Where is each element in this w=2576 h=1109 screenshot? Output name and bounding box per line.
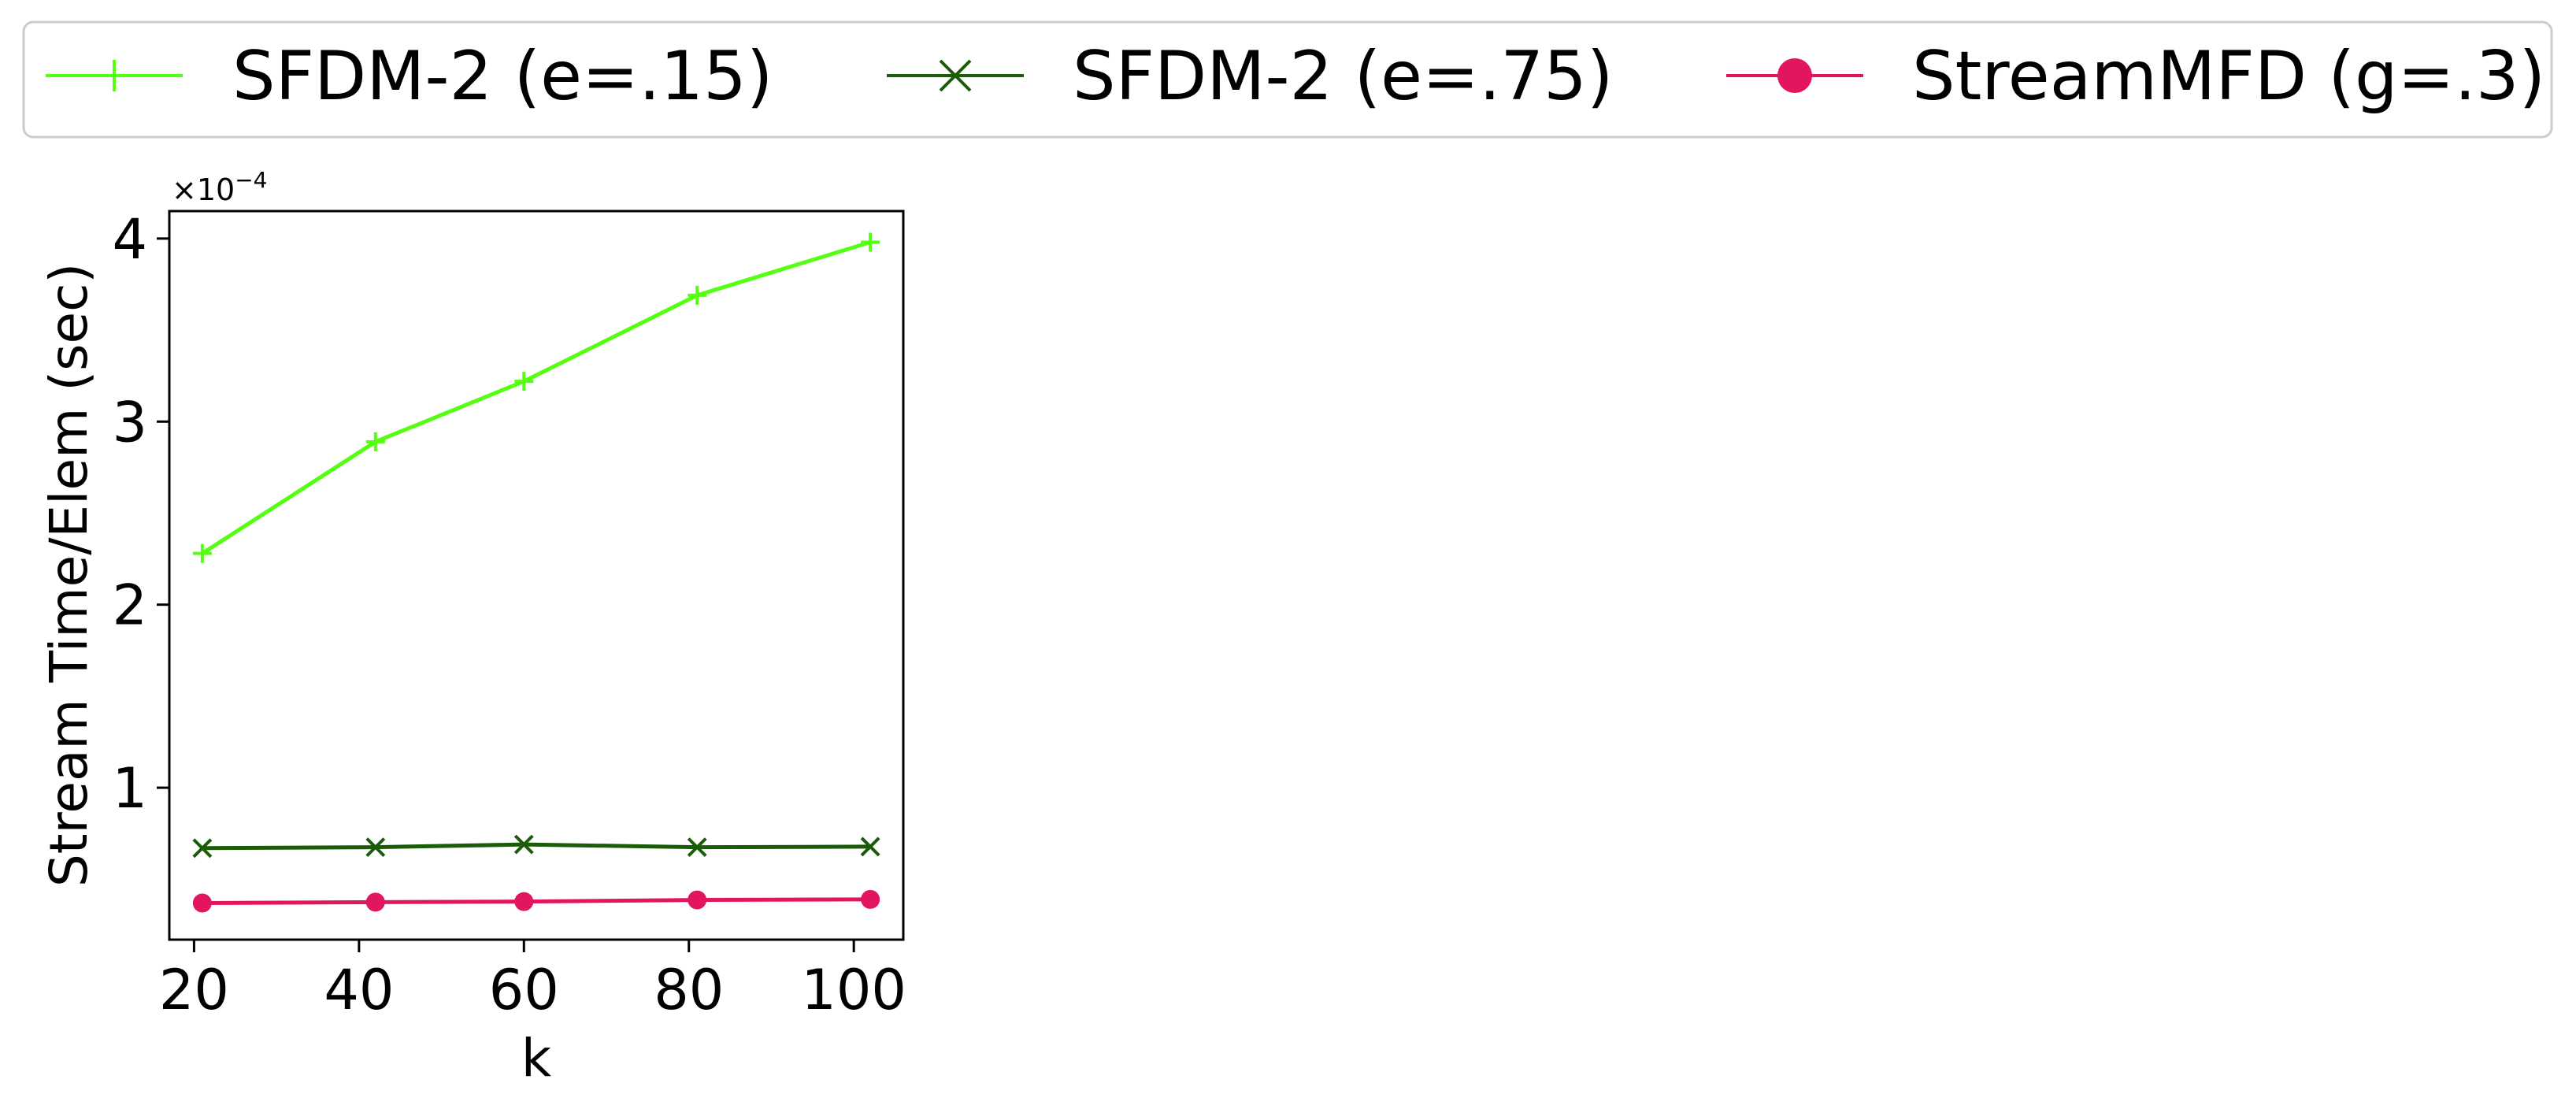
x-tick-label: 80 [654, 958, 724, 1022]
x-tick-label: 20 [159, 958, 229, 1022]
data-point-circle [861, 889, 880, 909]
legend-label-2: SFDM-2 (e=.75) [1073, 37, 1613, 116]
plot-area-frame [168, 210, 905, 941]
data-point-circle [688, 890, 707, 910]
y-scale-base: ×10 [172, 172, 235, 207]
data-point-plus [365, 432, 385, 451]
data-point-plus [688, 285, 707, 305]
y-axis-label: Stream Time/Elem (sec) [39, 263, 99, 887]
y-tick-label: 2 [112, 573, 147, 638]
series-2 [192, 834, 880, 859]
data-point-circle [365, 892, 385, 912]
data-point-x [513, 834, 534, 855]
series-3 [192, 889, 880, 913]
legend-entry-3: StreamMFD (g=.3) [1726, 37, 2545, 116]
y-tick-label: 4 [112, 207, 147, 272]
y-axis: 1 2 3 4 [112, 207, 169, 821]
data-point-plus [861, 232, 880, 252]
legend: SFDM-2 (e=.15) SFDM-2 (e=.75) StreamMFD … [22, 20, 2553, 139]
y-tick-label: 3 [112, 390, 147, 454]
series-1 [192, 232, 880, 563]
x-tick-label: 100 [801, 958, 906, 1022]
data-point-circle [192, 893, 212, 913]
legend-entry-2: SFDM-2 (e=.75) [887, 37, 1613, 116]
data-point-x [860, 836, 880, 857]
legend-plus-marker [98, 60, 130, 91]
x-tick-label: 60 [489, 958, 559, 1022]
y-scale-multiplier: ×10−4 [172, 167, 267, 207]
data-point-x [365, 837, 386, 858]
legend-entry-1: SFDM-2 (e=.15) [46, 37, 773, 116]
data-point-circle [514, 892, 534, 911]
y-scale-exponent: −4 [235, 167, 267, 193]
data-point-plus [192, 543, 212, 563]
x-axis-label: k [521, 1028, 552, 1089]
legend-frame [22, 20, 2553, 139]
x-tick-label: 40 [324, 958, 394, 1022]
data-point-x [192, 838, 213, 859]
data-point-x [687, 837, 707, 858]
legend-label-3: StreamMFD (g=.3) [1912, 37, 2545, 116]
series-layer [192, 232, 880, 913]
legend-label-1: SFDM-2 (e=.15) [232, 37, 773, 116]
legend-circle-marker [1777, 58, 1812, 93]
x-axis: 20 40 60 80 100 [159, 940, 906, 1022]
legend-x-marker [939, 59, 972, 92]
data-point-plus [514, 372, 534, 391]
y-tick-label: 1 [112, 756, 147, 821]
